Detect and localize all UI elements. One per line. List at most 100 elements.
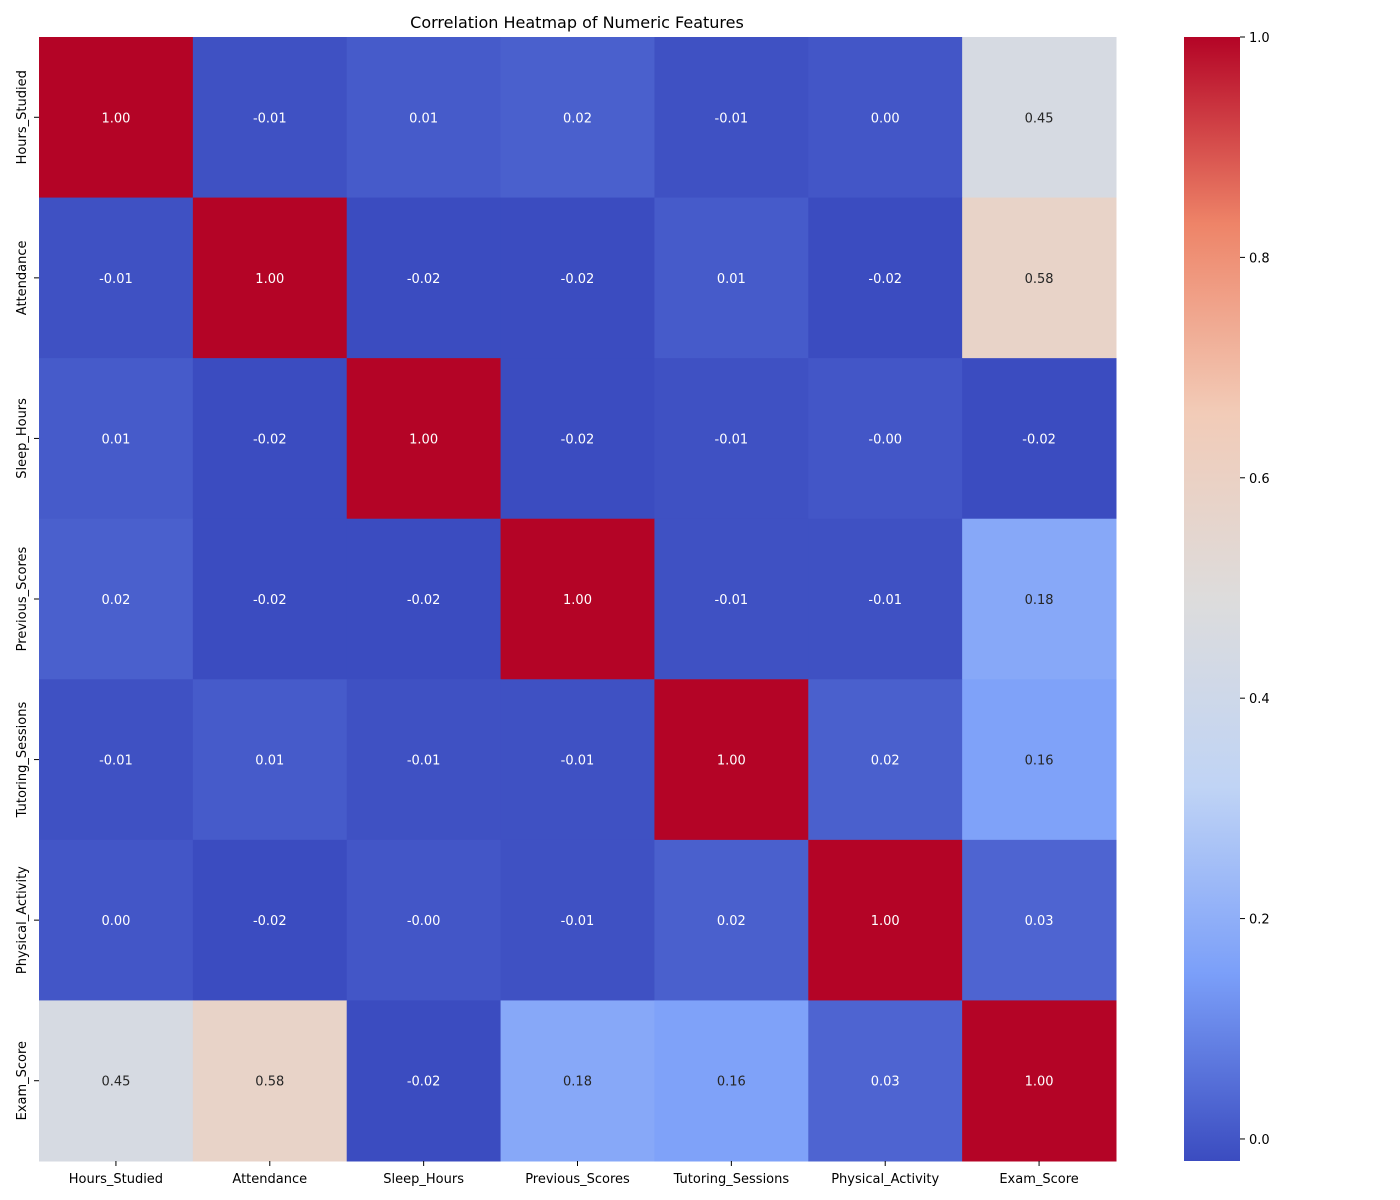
cell-value-label: 0.02 [563, 111, 592, 126]
heatmap-cell [654, 1000, 809, 1162]
heatmap-cell [654, 197, 809, 359]
heatmap-cell [346, 679, 502, 841]
colorbar-gradient [1184, 37, 1240, 1161]
cell-value-label: 0.45 [1025, 111, 1054, 126]
y-tick-label: Exam_Score [15, 1041, 30, 1120]
heatmap-cell [808, 679, 963, 841]
colorbar-tick-label: 0.6 [1249, 472, 1270, 487]
heatmap-cell [346, 839, 502, 1001]
cell-value-label: 1.00 [871, 914, 900, 929]
cell-value-label: -0.02 [561, 272, 595, 287]
heatmap-cell [39, 518, 194, 680]
x-axis: Hours_Studied Attendance Sleep_Hours Previo… [69, 1161, 1079, 1187]
cell-value-label: -0.01 [407, 754, 441, 769]
cell-value-label: 0.18 [563, 1075, 592, 1090]
cell-value-label: 1.00 [717, 754, 746, 769]
heatmap-cell [808, 37, 963, 199]
y-tick-label: Previous_Scores [15, 546, 30, 651]
cell-value-label: 1.00 [409, 432, 438, 447]
cell-value-label: -0.02 [407, 593, 441, 608]
y-tick-label: Tutoring_Sessions [15, 702, 30, 819]
chart-title: Correlation Heatmap of Numeric Features [410, 13, 744, 32]
x-tick-label: Attendance [232, 1172, 307, 1187]
cell-value-label: 0.00 [101, 914, 130, 929]
heatmap-cell [346, 197, 502, 359]
x-tick-label: Tutoring_Sessions [673, 1172, 790, 1187]
cell-value-label: -0.02 [868, 272, 902, 287]
heatmap-cell [500, 518, 655, 680]
cell-value-label: 1.00 [563, 593, 592, 608]
cell-value-label: -0.00 [407, 914, 441, 929]
colorbar-tick-label: 1.0 [1249, 31, 1270, 46]
cell-value-label: -0.01 [715, 593, 749, 608]
cell-value-label: -0.01 [561, 754, 595, 769]
heatmap-cell [500, 358, 655, 520]
heatmap-cell [808, 839, 963, 1001]
cell-value-label: 0.03 [871, 1075, 900, 1090]
cell-value-label: 0.45 [101, 1075, 130, 1090]
cell-value-label: -0.01 [561, 914, 595, 929]
heatmap-cell [39, 197, 194, 359]
heatmap-cell [962, 679, 1117, 841]
heatmap-cell [500, 679, 655, 841]
heatmap-cell [962, 37, 1117, 199]
y-tick-label: Hours_Studied [15, 70, 30, 164]
cell-value-label: 1.00 [1025, 1075, 1054, 1090]
heatmap-cells [39, 37, 1117, 1162]
cell-value-label: 1.00 [255, 272, 284, 287]
heatmap-cell [654, 37, 809, 199]
cell-value-label: -0.01 [99, 754, 133, 769]
heatmap-cell [962, 358, 1117, 520]
cell-value-label: -0.02 [253, 593, 287, 608]
heatmap-cell [192, 358, 348, 520]
heatmap-cell [500, 197, 655, 359]
cell-value-label: -0.02 [407, 1075, 441, 1090]
heatmap-cell [346, 358, 502, 520]
heatmap-cell [39, 1000, 194, 1162]
heatmap-cell [39, 358, 194, 520]
heatmap-cell [192, 1000, 348, 1162]
y-tick-label: Attendance [15, 241, 30, 316]
heatmap-cell [39, 679, 194, 841]
cell-value-label: -0.00 [868, 432, 902, 447]
heatmap-cell [654, 358, 809, 520]
heatmap-cell [808, 518, 963, 680]
heatmap-cell [39, 839, 194, 1001]
cell-value-label: -0.02 [407, 272, 441, 287]
cell-value-label: 0.01 [255, 754, 284, 769]
heatmap-cell [962, 839, 1117, 1001]
heatmap-cell [962, 197, 1117, 359]
heatmap-annotations: 1.00 -0.01 0.01 0.02 -0.01 0.00 0.45 -0.01 1.00 -… [99, 111, 1056, 1089]
cell-value-label: 1.00 [101, 111, 130, 126]
cell-value-label: -0.01 [715, 432, 749, 447]
heatmap-cell [192, 839, 348, 1001]
y-tick-label: Physical_Activity [15, 866, 30, 974]
x-tick-label: Hours_Studied [69, 1172, 163, 1187]
heatmap-cell [192, 37, 348, 199]
cell-value-label: 0.03 [1025, 914, 1054, 929]
cell-value-label: 0.58 [1025, 272, 1054, 287]
x-tick-label: Exam_Score [999, 1172, 1078, 1187]
cell-value-label: -0.01 [715, 111, 749, 126]
heatmap-cell [808, 197, 963, 359]
cell-value-label: 0.58 [255, 1075, 284, 1090]
x-tick-label: Previous_Scores [525, 1172, 630, 1187]
heatmap-cell [192, 679, 348, 841]
cell-value-label: 0.00 [871, 111, 900, 126]
cell-value-label: 0.02 [101, 593, 130, 608]
colorbar-tick-label: 0.0 [1249, 1133, 1270, 1148]
heatmap-cell [808, 358, 963, 520]
x-tick-label: Physical_Activity [831, 1172, 939, 1187]
heatmap-cell [654, 839, 809, 1001]
heatmap-cell [654, 679, 809, 841]
colorbar: 0.0 0.2 0.4 0.6 0.8 1.0 [1184, 31, 1270, 1161]
cell-value-label: 0.02 [871, 754, 900, 769]
heatmap-cell [346, 37, 502, 199]
heatmap-cell [39, 37, 194, 199]
colorbar-tick-label: 0.2 [1249, 913, 1270, 928]
cell-value-label: -0.02 [1022, 432, 1056, 447]
colorbar-tick-label: 0.8 [1249, 251, 1270, 266]
heatmap-cell [346, 1000, 502, 1162]
